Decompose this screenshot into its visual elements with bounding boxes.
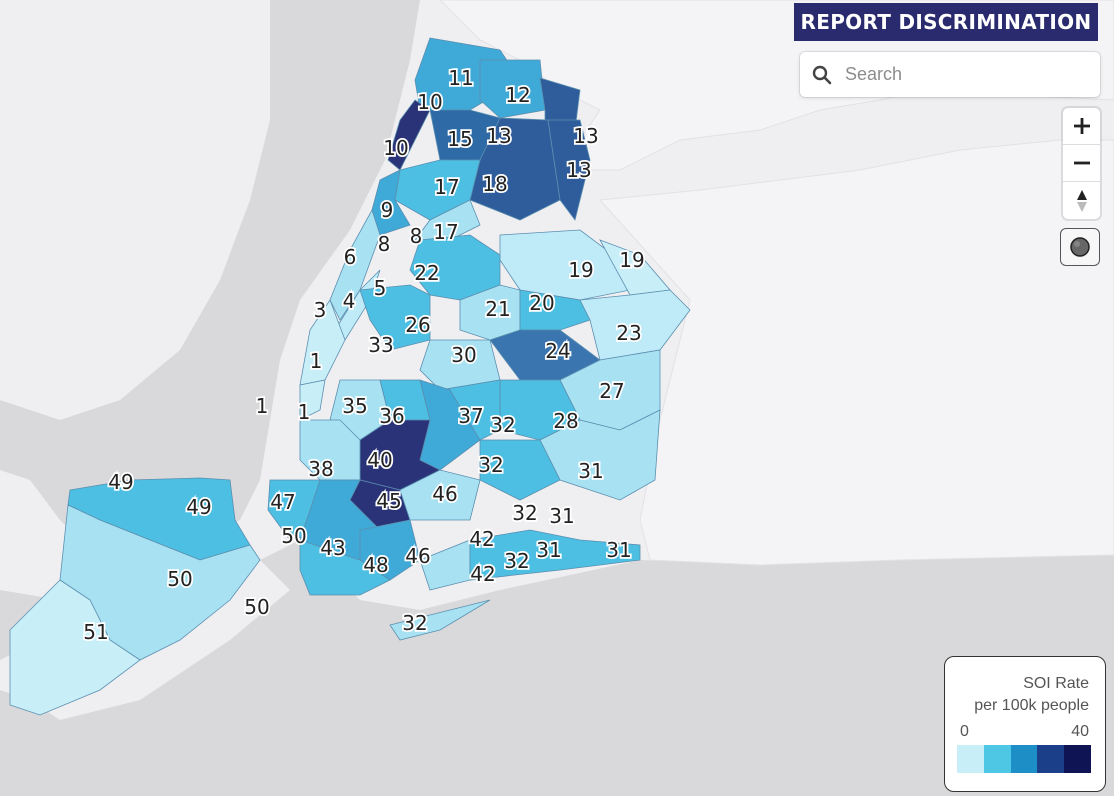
zoom-out-button[interactable] [1063,145,1100,182]
map-navigation-controls [1063,108,1100,219]
globe-icon [1070,237,1090,257]
legend-swatch [983,745,1011,773]
district-label: 30 [451,343,476,367]
district-label: 20 [529,291,554,315]
district-label: 32 [402,611,427,635]
plus-icon [1073,118,1090,134]
district-label: 15 [447,127,472,151]
district-label: 36 [379,404,404,428]
district-label: 13 [566,158,591,182]
district-label: 51 [83,620,108,644]
district-label: 33 [368,333,393,357]
borough-staten-island[interactable] [9,477,261,716]
zoom-in-button[interactable] [1063,108,1100,145]
district-label: 48 [363,553,388,577]
search-icon [812,65,832,84]
district-label: 45 [376,489,401,513]
district-label: 26 [405,313,430,337]
legend-title: SOI Rate [1023,675,1089,692]
district-label: 43 [320,536,345,560]
district-label: 1 [298,400,311,424]
district-label: 42 [469,527,494,551]
report-discrimination-button[interactable]: REPORT DISCRIMINATION [794,3,1098,41]
district-label: 10 [417,90,442,114]
district-label: 32 [504,549,529,573]
district-label: 27 [599,379,624,403]
borough-brooklyn[interactable] [267,379,641,641]
district-label: 19 [568,258,593,282]
district-label: 42 [470,562,495,586]
district-label: 9 [381,198,394,222]
district-label: 31 [606,538,631,562]
legend-color-scale [957,745,1091,773]
district-label: 21 [485,297,510,321]
district-label: 11 [448,66,473,90]
legend-swatch [1010,745,1038,773]
district-label: 37 [458,404,483,428]
district-label: 46 [405,544,430,568]
district-label: 47 [270,490,295,514]
district-label: 1 [256,394,269,418]
district-label: 28 [553,409,578,433]
legend-min-label: 0 [960,723,969,740]
district-label: 46 [432,482,457,506]
district-label: 31 [578,459,603,483]
legend-swatch [1037,745,1065,773]
reset-bearing-button[interactable] [1063,182,1100,219]
district-label: 19 [619,248,644,272]
district-label: 49 [186,495,211,519]
district-label: 38 [308,457,333,481]
geolocate-button[interactable] [1060,228,1100,266]
borough-manhattan[interactable] [299,208,381,421]
borough-bronx[interactable] [371,37,591,246]
district-label: 17 [433,220,458,244]
district-label: 1 [310,349,323,373]
district-label: 50 [281,524,306,548]
district-label: 24 [545,339,570,363]
district-label: 50 [167,567,192,591]
legend-max-label: 40 [1071,723,1089,740]
district-label: 23 [616,321,641,345]
district-label: 32 [490,413,515,437]
district-label: 31 [549,504,574,528]
district-label: 10 [383,136,408,160]
district-label: 5 [374,276,387,300]
minus-icon [1073,161,1090,165]
district-label: 49 [108,470,133,494]
district-label: 22 [414,261,439,285]
district-label: 31 [536,538,561,562]
district-labels: 11 10 12 13 13 10 15 13 17 18 9 8 8 17 6… [82,64,647,646]
district-label: 13 [486,124,511,148]
district-label: 50 [244,595,269,619]
district-label: 3 [314,298,327,322]
compass-icon [1076,189,1087,212]
search-input[interactable] [843,63,1077,86]
district-label: 40 [367,448,392,472]
search-box[interactable] [800,52,1100,97]
district-label: 32 [478,453,503,477]
district-label: 8 [410,224,423,248]
district-label: 6 [344,245,357,269]
district-label: 32 [512,501,537,525]
legend-swatch [1064,745,1091,773]
district-label: 4 [343,289,356,313]
district-label: 8 [378,232,391,256]
district-label: 35 [342,394,367,418]
borough-queens[interactable] [359,229,691,501]
legend-subtitle: per 100k people [974,697,1089,714]
district-label: 17 [434,175,459,199]
district-label: 13 [573,124,598,148]
district-label: 18 [482,172,507,196]
legend-swatch [957,745,984,773]
land-areas [439,0,1114,566]
legend: SOI Rate per 100k people 0 40 [944,656,1106,792]
district-label: 12 [505,83,530,107]
